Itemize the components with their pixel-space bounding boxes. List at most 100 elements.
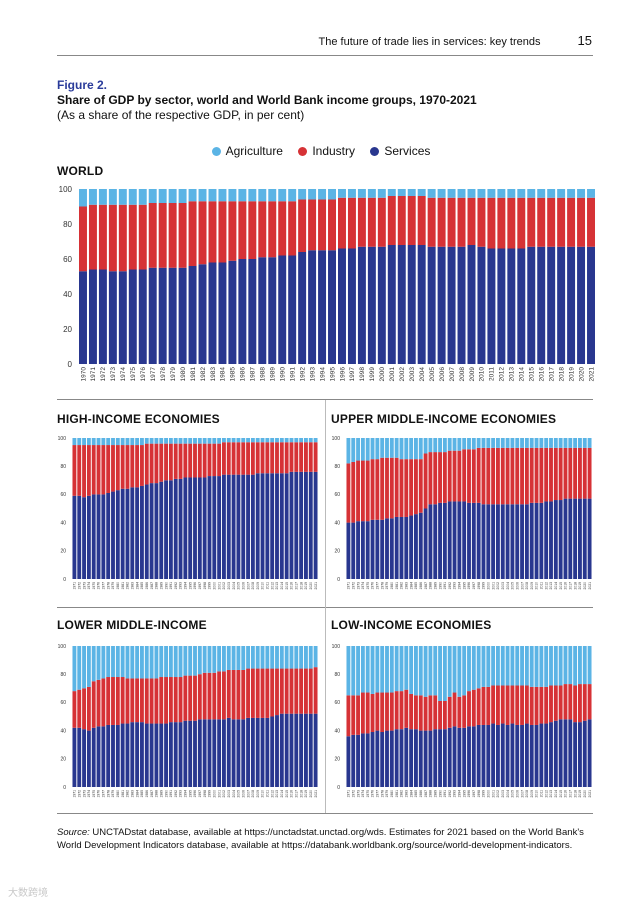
bar-segment-industry [427, 197, 436, 247]
y-tick-label: 0 [68, 360, 73, 369]
bar-segment-agriculture [79, 189, 87, 207]
bar-segment-agriculture [394, 646, 399, 692]
x-tick-label: 2004 [232, 790, 236, 798]
x-tick-label: 2014 [519, 367, 526, 382]
bar-segment-agriculture [338, 189, 346, 198]
bar-segment-services [130, 722, 135, 787]
bar-segment-agriculture [86, 646, 91, 687]
bar-segment-agriculture [389, 646, 394, 693]
legend-item-industry: Industry [298, 144, 355, 158]
x-tick-label: 1985 [230, 367, 237, 382]
legend: Agriculture Industry Services [0, 144, 642, 158]
bar-segment-industry [510, 685, 515, 724]
y-tick-label: 20 [60, 549, 66, 555]
x-tick-label: 2018 [573, 790, 577, 798]
bar-segment-industry [481, 686, 486, 725]
x-tick-label: 1993 [179, 582, 183, 590]
x-tick-label: 2016 [564, 582, 568, 590]
x-tick-label: 1980 [390, 790, 394, 798]
bar-segment-agriculture [476, 646, 481, 689]
bar-segment-industry [387, 196, 396, 245]
source-note: Source: UNCTADstat database, available a… [57, 826, 597, 852]
x-tick-label: 2000 [486, 790, 490, 798]
bar-segment-services [198, 264, 207, 364]
y-tick-label: 80 [63, 220, 72, 229]
bar-segment-industry [573, 685, 578, 723]
chart-lower-middle-income: 0 20 40 60 80 100 1971 1972 1973 1974 1975 1976 1977… [58, 644, 318, 798]
bar-segment-industry [568, 684, 573, 720]
x-tick-label: 2005 [429, 367, 436, 382]
bar-segment-services [159, 723, 164, 787]
panel-title-upper-middle-income: UPPER MIDDLE-INCOME ECONOMIES [331, 412, 557, 426]
bar-segment-services [389, 518, 394, 579]
bar-segment-agriculture [447, 189, 456, 198]
bar-segment-services [158, 267, 167, 364]
legend-label-agriculture: Agriculture [225, 144, 283, 158]
bar-segment-industry [544, 447, 549, 502]
bar-segment-industry [462, 449, 467, 502]
x-tick-label: 2018 [299, 790, 303, 798]
x-tick-label: 1987 [150, 790, 154, 798]
bar-segment-services [567, 246, 576, 364]
bar-segment-agriculture [128, 189, 137, 205]
bar-segment-industry [457, 696, 462, 728]
bar-segment-industry [563, 684, 568, 720]
x-tick-label: 2006 [515, 582, 519, 590]
bar-segment-agriculture [178, 438, 183, 444]
bar-segment-services [534, 502, 539, 579]
x-tick-label: 1983 [130, 582, 134, 590]
x-tick-label: 2013 [549, 790, 553, 798]
x-tick-label: 2006 [439, 367, 446, 382]
bar-segment-agriculture [82, 646, 86, 689]
bar-segment-industry [188, 443, 193, 478]
bar-segment-agriculture [487, 189, 496, 198]
bar-segment-services [486, 504, 491, 579]
bar-segment-agriculture [115, 646, 120, 678]
x-tick-label: 2000 [212, 582, 216, 590]
bar-segment-services [91, 494, 96, 579]
x-tick-label: 2021 [588, 367, 595, 382]
bar-segment-services [154, 723, 159, 787]
bar-segment-agriculture [268, 189, 277, 202]
x-tick-label: 1972 [77, 582, 81, 590]
bar-segment-agriculture [250, 646, 255, 669]
bar-segment-agriculture [433, 438, 438, 453]
bar-segment-agriculture [72, 646, 77, 692]
x-tick-label: 1990 [279, 367, 286, 382]
bar-segment-industry [346, 695, 351, 737]
header-rule [57, 55, 593, 56]
bar-segment-industry [115, 677, 120, 725]
bar-segment-agriculture [399, 438, 404, 460]
x-tick-label: 1994 [458, 582, 462, 590]
bar-segment-agriculture [553, 438, 558, 448]
bar-segment-industry [318, 199, 327, 251]
x-tick-label: 2004 [506, 790, 510, 798]
bar-segment-industry [357, 197, 366, 247]
bar-segment-agriculture [346, 646, 351, 696]
bar-segment-industry [558, 685, 563, 720]
x-tick-label: 2017 [568, 582, 572, 590]
y-tick-label: 100 [332, 436, 341, 442]
bar-segment-agriculture [549, 646, 553, 686]
bar-segment-industry [414, 459, 418, 515]
bar-segment-services [212, 476, 217, 579]
bar-segment-industry [587, 197, 595, 247]
bar-segment-agriculture [289, 438, 294, 443]
x-tick-label: 2009 [469, 367, 476, 382]
x-tick-label: 1995 [462, 582, 466, 590]
x-tick-label: 1971 [73, 790, 77, 798]
bar-segment-services [144, 484, 149, 579]
bar-segment-agriculture [577, 189, 586, 198]
bar-segment-industry [96, 445, 101, 495]
bar-segment-industry [567, 197, 576, 247]
x-tick-label: 1981 [121, 790, 125, 798]
bar-segment-industry [294, 668, 299, 714]
bar-segment-industry [98, 204, 107, 270]
x-tick-label: 1975 [92, 790, 96, 798]
bar-segment-agriculture [120, 646, 125, 678]
bar-segment-services [438, 502, 442, 579]
bar-segment-services [98, 269, 107, 364]
bar-segment-industry [246, 668, 250, 718]
bar-segment-agriculture [218, 189, 227, 202]
bar-segment-services [557, 246, 566, 364]
